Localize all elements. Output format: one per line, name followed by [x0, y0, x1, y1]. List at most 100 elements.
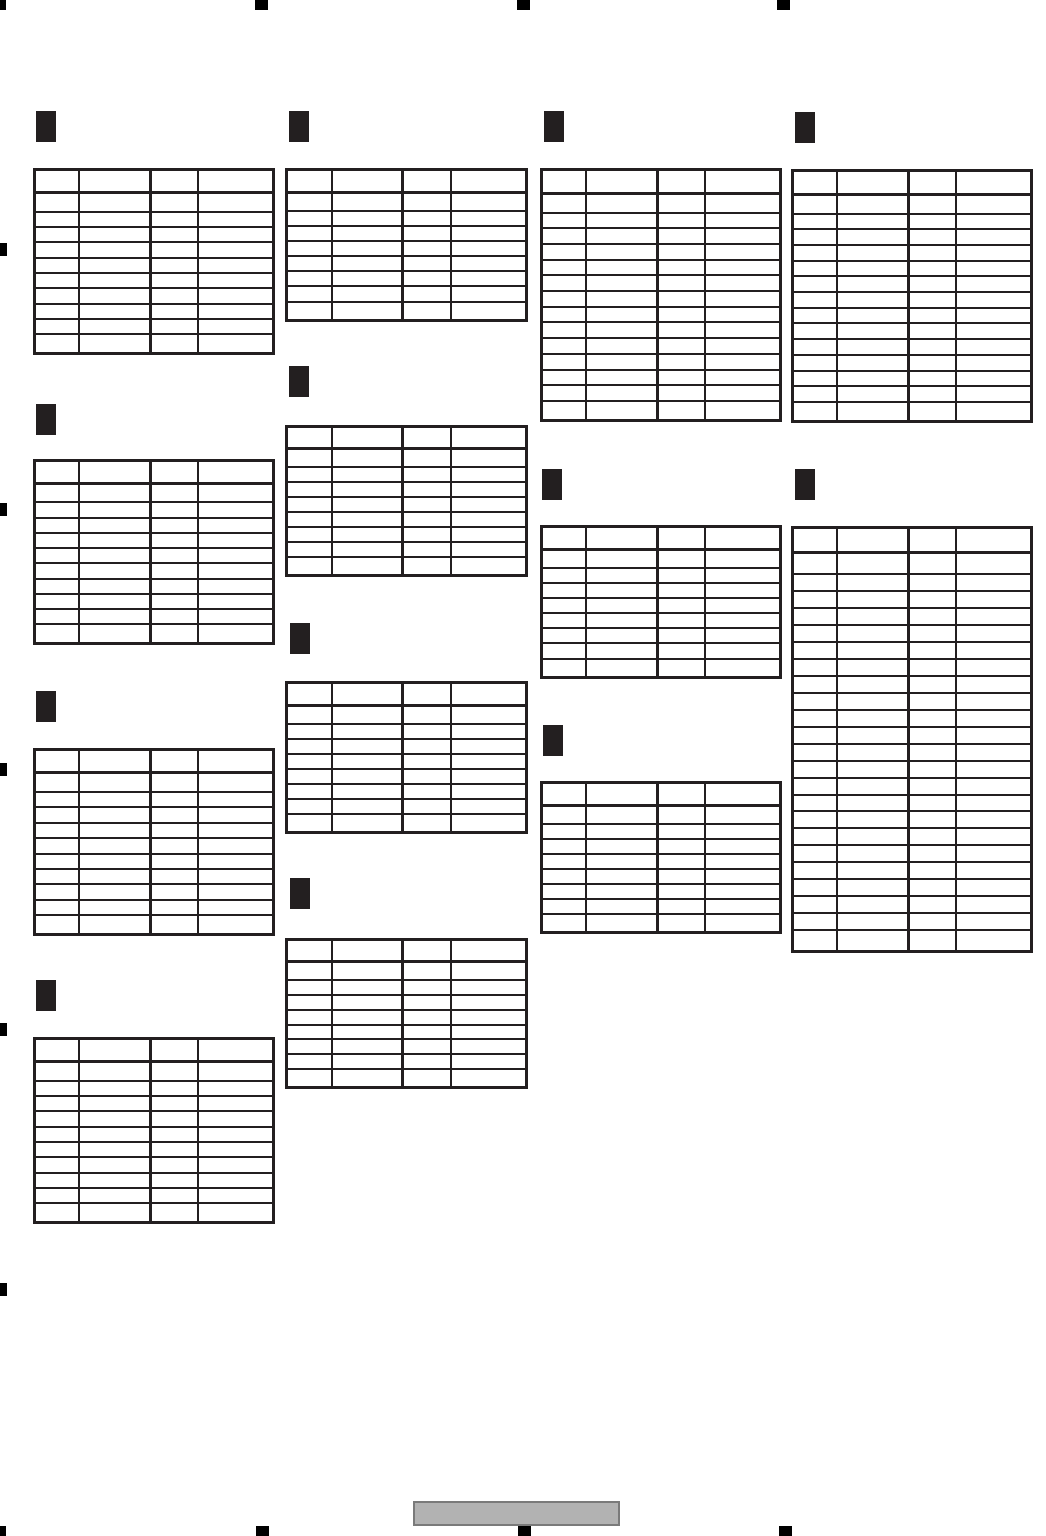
table-cell	[401, 447, 452, 469]
table-cell	[401, 1038, 452, 1056]
table-cell	[33, 317, 81, 336]
table-cell	[791, 623, 839, 643]
table-cell	[148, 1186, 199, 1205]
table-row	[285, 540, 528, 558]
table-row	[791, 385, 1033, 403]
table-row	[33, 225, 275, 244]
table-cell	[585, 337, 659, 355]
table-cell	[78, 771, 152, 793]
table-header-cell	[401, 425, 452, 451]
table-header-cell	[285, 168, 333, 194]
table-row	[285, 1053, 528, 1070]
table-cell	[196, 302, 275, 320]
table-cell	[330, 782, 404, 800]
table-cell	[33, 1140, 81, 1159]
table-row	[791, 810, 1033, 830]
table-cell	[585, 852, 659, 870]
table-cell	[954, 827, 1033, 847]
table-cell	[655, 399, 706, 422]
table-cell	[906, 912, 957, 932]
table-cell	[791, 691, 839, 711]
table-row	[540, 582, 782, 600]
table-cell	[954, 573, 1033, 593]
parts-table	[285, 425, 528, 577]
table-cell	[148, 608, 199, 626]
table-cell	[449, 270, 528, 288]
table-cell	[449, 511, 528, 529]
table-cell	[906, 607, 957, 626]
table-cell	[196, 1079, 275, 1098]
table-cell	[954, 551, 1033, 576]
table-row	[285, 1067, 528, 1089]
table-header-cell	[148, 1037, 199, 1063]
table-cell	[78, 898, 152, 917]
table-cell	[791, 607, 839, 626]
table-cell	[954, 259, 1033, 278]
table-row	[540, 352, 782, 371]
table-header-row	[540, 525, 782, 551]
table-cell	[330, 704, 404, 725]
table-cell	[703, 837, 782, 855]
parts-table	[285, 938, 528, 1089]
table-cell	[791, 193, 839, 215]
table-cell	[791, 590, 839, 610]
table-cell	[78, 225, 152, 244]
table-row	[540, 399, 782, 422]
table-cell	[33, 852, 81, 870]
table-cell	[449, 797, 528, 815]
table-cell	[906, 844, 957, 864]
table-cell	[449, 1008, 528, 1026]
table-cell	[148, 302, 199, 320]
table-cell	[330, 270, 404, 288]
table-cell	[585, 258, 659, 277]
table-cell	[655, 582, 706, 600]
table-row	[791, 590, 1033, 610]
table-row	[33, 1079, 275, 1098]
table-cell	[540, 897, 588, 915]
table-cell	[791, 275, 839, 294]
table-cell	[585, 642, 659, 660]
table-cell	[449, 255, 528, 273]
table-cell	[906, 573, 957, 593]
table-cell	[836, 827, 910, 847]
table-cell	[836, 776, 910, 796]
table-header-cell	[836, 169, 910, 196]
table-cell	[906, 306, 957, 325]
table-row	[33, 771, 275, 793]
table-cell	[78, 1171, 152, 1189]
table-cell	[791, 212, 839, 231]
table-cell	[196, 790, 275, 809]
table-row	[33, 302, 275, 320]
table-row	[285, 255, 528, 273]
table-cell	[148, 482, 199, 504]
table-cell	[33, 821, 81, 840]
table-cell	[954, 228, 1033, 246]
parts-table-container	[540, 525, 782, 679]
table-cell	[954, 776, 1033, 796]
table-cell	[791, 895, 839, 915]
table-cell	[401, 496, 452, 514]
table-row	[285, 767, 528, 785]
table-cell	[540, 290, 588, 308]
table-cell	[585, 399, 659, 422]
table-cell	[148, 317, 199, 336]
table-cell	[148, 1171, 199, 1189]
table-cell	[954, 385, 1033, 403]
table-row	[285, 555, 528, 577]
table-row	[33, 898, 275, 917]
table-cell	[285, 1008, 333, 1026]
table-cell	[540, 852, 588, 870]
table-cell	[78, 914, 152, 936]
table-cell	[540, 227, 588, 245]
table-cell	[836, 691, 910, 711]
table-cell	[449, 767, 528, 785]
table-row	[33, 516, 275, 534]
table-cell	[148, 821, 199, 840]
table-cell	[954, 895, 1033, 915]
parts-table	[540, 168, 782, 422]
table-row	[540, 321, 782, 340]
table-cell	[540, 804, 588, 825]
parts-table-container	[540, 168, 782, 422]
table-cell	[78, 1202, 152, 1224]
table-row	[540, 211, 782, 230]
